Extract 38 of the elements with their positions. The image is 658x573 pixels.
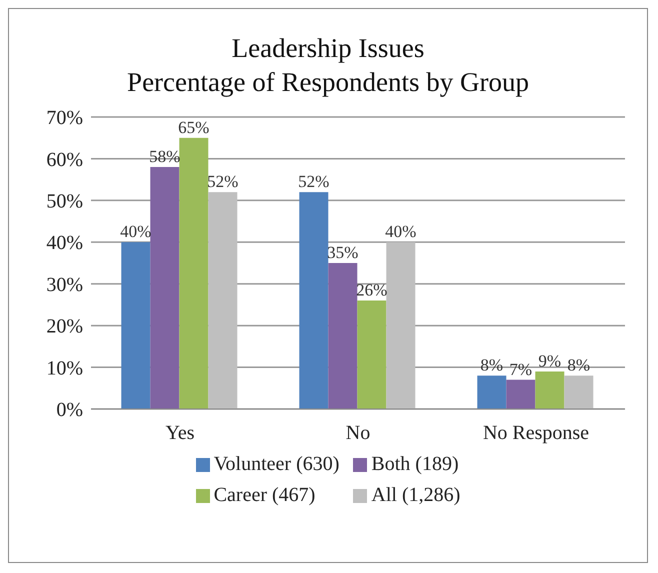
data-label: 9% <box>538 351 562 370</box>
legend-label: All (1,286) <box>371 484 460 507</box>
y-tick-label: 20% <box>46 316 83 338</box>
y-tick-label: 60% <box>46 148 83 171</box>
x-tick-label: Yes <box>165 422 195 444</box>
bar <box>150 167 180 409</box>
bar <box>477 376 506 409</box>
legend-label: Both (189) <box>371 453 459 476</box>
chart-title: Leadership Issues <box>230 32 426 65</box>
legend-label: Career (467) <box>214 484 316 507</box>
data-label: 52% <box>298 172 330 192</box>
bar <box>328 263 358 409</box>
y-tick-label: 50% <box>46 190 83 213</box>
y-tick-label: 30% <box>46 274 83 296</box>
bar <box>506 380 536 409</box>
bar <box>299 192 328 409</box>
bar <box>564 376 594 409</box>
y-tick-label: 0% <box>56 399 83 422</box>
y-tick-label: 10% <box>46 357 83 380</box>
bar <box>121 242 150 409</box>
data-label: 40% <box>385 222 416 242</box>
data-label: 7% <box>509 360 532 379</box>
bar <box>208 192 238 409</box>
bar <box>535 371 564 409</box>
legend-label: Volunteer (630) <box>214 453 340 476</box>
x-tick-label: No Response <box>482 422 590 444</box>
data-label: 8% <box>480 356 504 375</box>
data-label: 65% <box>178 118 210 137</box>
y-tick-label: 40% <box>46 232 83 254</box>
data-label: 52% <box>207 172 238 192</box>
data-label: 35% <box>327 243 358 262</box>
x-tick-label: No <box>346 422 370 444</box>
bar <box>386 242 416 409</box>
y-tick-label: 70% <box>46 107 83 130</box>
chart-subtitle: Percentage of Respondents by Group <box>126 66 530 99</box>
data-label: 8% <box>567 356 590 375</box>
bar <box>357 300 386 409</box>
bar <box>179 138 208 409</box>
